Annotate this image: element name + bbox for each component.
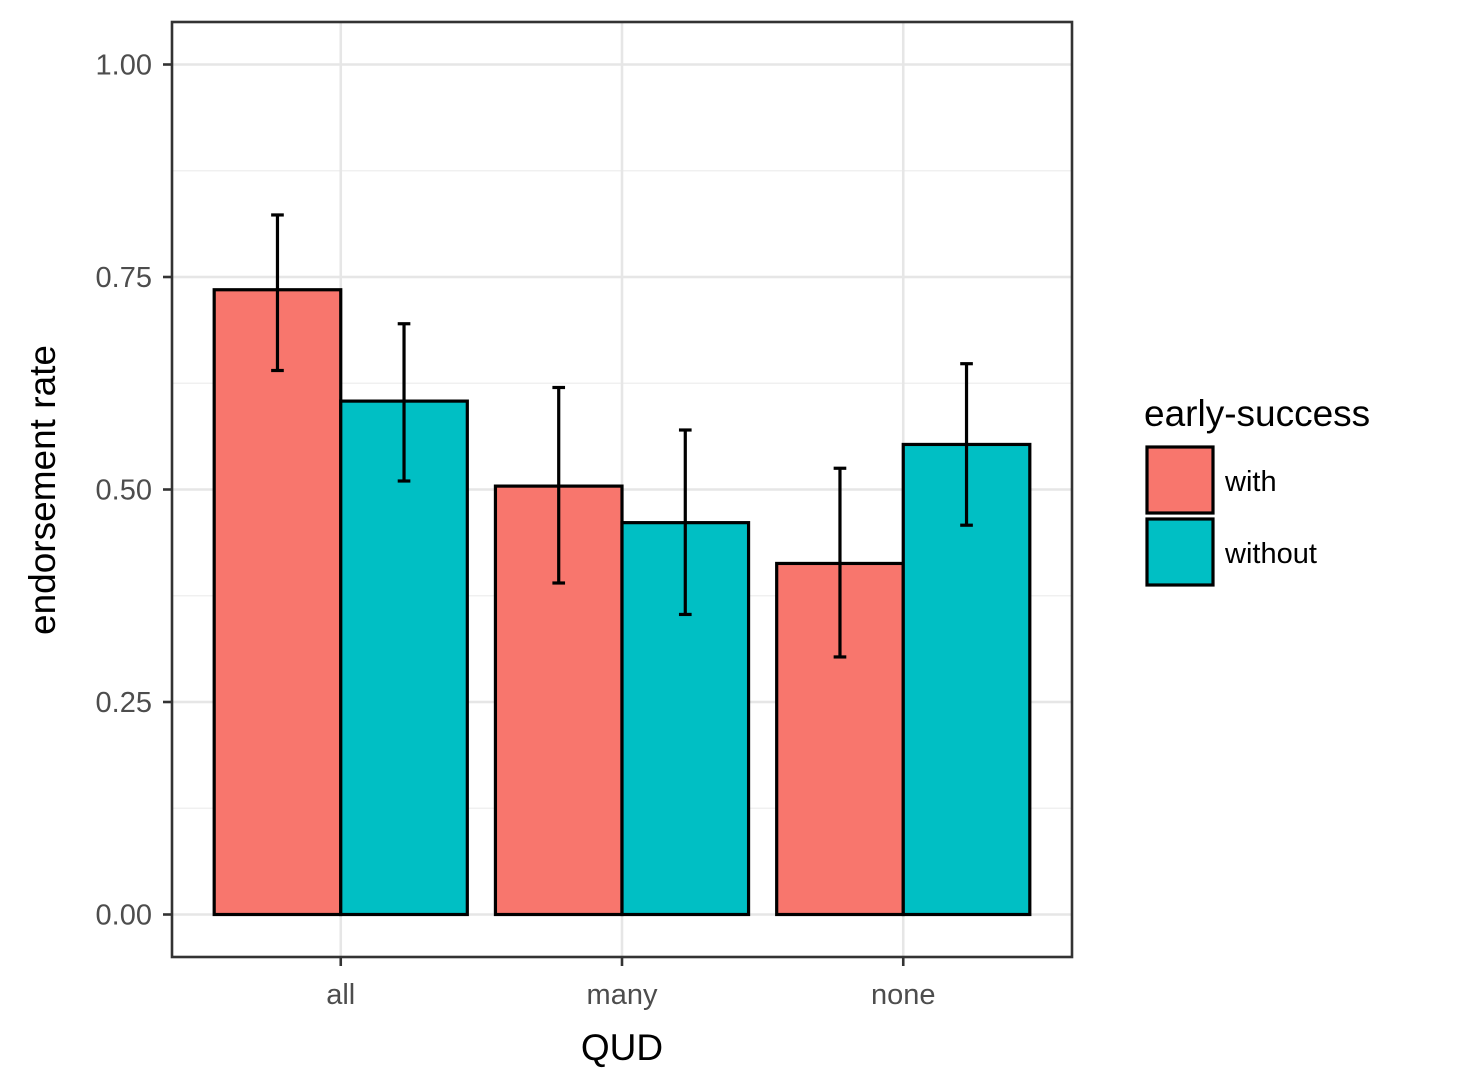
error-bar-without-many bbox=[678, 428, 692, 617]
y-tick-label: 0.75 bbox=[96, 262, 152, 294]
y-axis: 0.00 0.25 0.50 0.75 1.00 bbox=[96, 50, 172, 932]
bar-without-all bbox=[339, 399, 469, 917]
error-bar-without-none bbox=[960, 362, 973, 527]
y-tick-label: 0.25 bbox=[96, 687, 152, 719]
bar-with-all bbox=[212, 288, 343, 917]
x-tick-label-none: none bbox=[871, 979, 936, 1011]
x-axis: all many none bbox=[326, 957, 936, 1011]
error-bar-without-all bbox=[397, 322, 411, 483]
error-bar-with-none bbox=[833, 466, 847, 659]
x-tick-label-all: all bbox=[326, 979, 355, 1011]
error-bar-with-many bbox=[552, 385, 566, 585]
legend-label-without: without bbox=[1224, 538, 1317, 570]
y-axis-title: endorsement rate bbox=[22, 345, 63, 635]
legend-key-without bbox=[1145, 517, 1215, 587]
error-bars-layer bbox=[271, 213, 973, 659]
legend-label-with: with bbox=[1224, 466, 1277, 498]
y-tick-label: 0.50 bbox=[96, 475, 152, 507]
x-tick-label-many: many bbox=[587, 979, 658, 1011]
error-bar-with-all bbox=[271, 213, 284, 373]
x-axis-title: QUD bbox=[581, 1027, 663, 1068]
y-tick-label: 0.00 bbox=[96, 900, 152, 932]
legend-key-with bbox=[1145, 445, 1215, 515]
legend: early-success with without bbox=[1144, 393, 1370, 587]
y-tick-label: 1.00 bbox=[96, 50, 152, 82]
legend-title: early-success bbox=[1144, 393, 1370, 434]
